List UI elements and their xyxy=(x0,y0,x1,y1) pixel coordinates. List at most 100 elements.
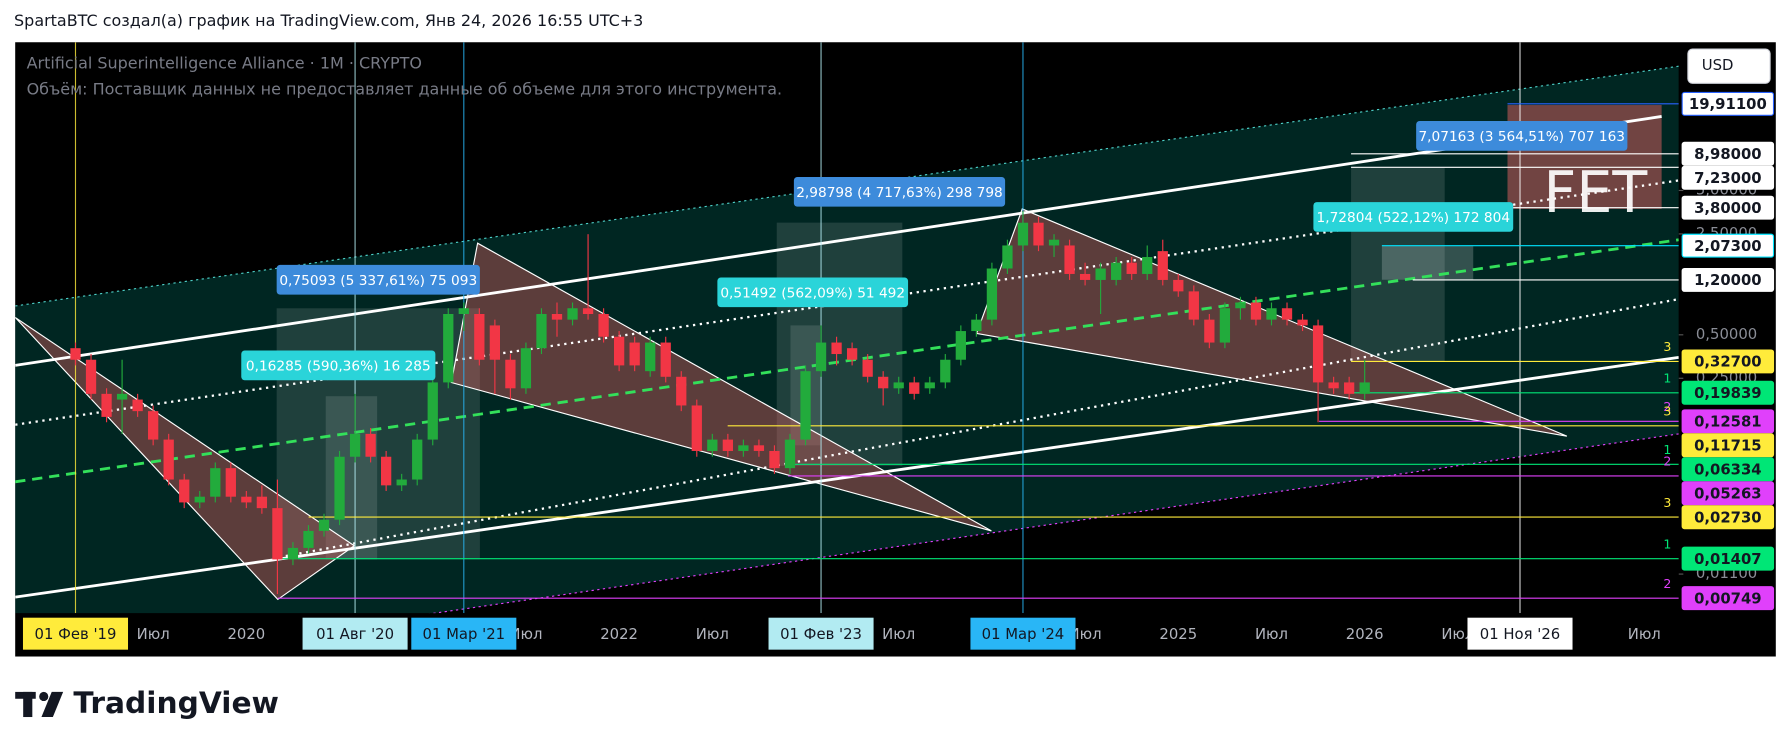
price-label: 1,20000 xyxy=(1694,272,1762,289)
candle-body xyxy=(1250,302,1262,320)
measure-box xyxy=(1381,245,1474,280)
level-tag: 2 xyxy=(1663,576,1671,591)
candle-body xyxy=(815,342,827,372)
candle-body xyxy=(551,313,563,320)
candle-body xyxy=(1235,302,1246,309)
candle-body xyxy=(598,313,609,337)
candle-body xyxy=(1297,319,1308,326)
price-label-box xyxy=(1681,409,1775,434)
candle-body xyxy=(1079,273,1091,280)
candle-body xyxy=(210,468,221,497)
marker-label-box xyxy=(302,617,408,650)
x-tick-label: Июл xyxy=(1441,626,1474,643)
measure-label-box xyxy=(1313,202,1514,232)
candle-body xyxy=(676,376,687,406)
logo-shape xyxy=(39,691,49,702)
level-tag: 2 xyxy=(1663,399,1671,414)
candle-body xyxy=(1266,308,1277,320)
currency-button[interactable] xyxy=(1687,48,1771,84)
price-label-box xyxy=(1681,380,1775,405)
volume-note: Объём: Поставщик данных не предоставляет… xyxy=(27,80,782,99)
candle-body xyxy=(1359,382,1370,394)
candle-body xyxy=(831,342,842,355)
candle-body xyxy=(536,313,547,349)
logo-text: TradingView xyxy=(73,685,279,720)
candle-body xyxy=(365,433,376,457)
candle-body xyxy=(1219,308,1231,343)
trend-line xyxy=(15,238,1679,484)
candle-body xyxy=(629,342,640,366)
candle-body xyxy=(878,376,889,389)
x-tick-label: Июл xyxy=(509,626,542,643)
price-label: 3,80000 xyxy=(1694,200,1762,217)
measure-label-box xyxy=(241,350,436,381)
candle-body xyxy=(971,319,982,332)
measure-label-box xyxy=(793,176,1006,207)
candle-body xyxy=(381,456,392,486)
price-label: 0,12581 xyxy=(1694,413,1762,430)
price-label: 0,19839 xyxy=(1694,385,1762,402)
measure-label-box xyxy=(717,277,909,308)
x-tick-label: 2022 xyxy=(600,626,638,643)
candle-body xyxy=(955,331,966,360)
candle-body xyxy=(846,348,858,360)
candle-body xyxy=(1017,222,1029,246)
level-tag: 2 xyxy=(1663,454,1671,469)
candle-body xyxy=(194,496,205,503)
candle-body xyxy=(1126,262,1137,274)
price-label: 8,98000 xyxy=(1694,146,1762,163)
logo-shape xyxy=(41,691,64,718)
marker-label-box xyxy=(970,617,1076,650)
x-tick-label: Июл xyxy=(137,626,170,643)
symbol-title: Artificial Superintelligence Alliance · … xyxy=(27,53,422,72)
candle-body xyxy=(1312,325,1324,383)
header: SpartaBTC создал(а) график на TradingVie… xyxy=(14,11,643,30)
price-label: 0,01407 xyxy=(1694,551,1762,568)
candle-body xyxy=(1188,291,1199,320)
trend-line xyxy=(15,115,1662,367)
candle-body xyxy=(443,313,454,383)
price-label-box xyxy=(1681,165,1775,190)
price-label-box xyxy=(1681,267,1775,292)
candle-body xyxy=(567,308,578,320)
marker-label: 01 Мар '21 xyxy=(423,626,506,643)
candle-body xyxy=(1173,279,1184,292)
logo-mark xyxy=(15,691,64,718)
candle-body xyxy=(396,479,407,486)
marker-label-box xyxy=(411,617,517,650)
candle-body xyxy=(163,439,174,480)
price-label-box xyxy=(1681,546,1775,571)
price-label-box xyxy=(1681,349,1775,374)
x-tick-label: 2025 xyxy=(1159,626,1197,643)
wedge xyxy=(15,316,356,601)
level-tag: 1 xyxy=(1663,536,1671,551)
level-tag: 3 xyxy=(1663,495,1671,510)
price-label: 0,11715 xyxy=(1694,437,1762,454)
price-label: 0,00749 xyxy=(1694,590,1762,607)
price-label-box xyxy=(1681,481,1775,506)
candle-body xyxy=(85,359,97,394)
candle-body xyxy=(800,371,811,440)
price-label: 0,02730 xyxy=(1694,509,1762,526)
candle-body xyxy=(1204,319,1215,343)
candle-body xyxy=(474,313,485,360)
candle-body xyxy=(349,433,361,457)
currency[interactable]: USD xyxy=(1702,57,1734,74)
candle-body xyxy=(1002,245,1013,269)
candle-body xyxy=(986,268,998,320)
candle-body xyxy=(1328,382,1339,389)
x-tick-label: Июл xyxy=(1628,626,1661,643)
measure-label: 0,75093 (5 337,61%) 75 093 xyxy=(279,273,477,289)
level-tag: 1 xyxy=(1663,371,1671,386)
candle-body xyxy=(179,479,190,503)
price-label: 0,05263 xyxy=(1694,485,1762,502)
candle-body xyxy=(691,405,702,451)
x-tick-label: Июл xyxy=(696,626,729,643)
candle-body xyxy=(1111,262,1122,280)
candle-body xyxy=(489,325,501,360)
candle-body xyxy=(1142,257,1153,274)
measure-box xyxy=(1351,167,1445,362)
candle-body xyxy=(769,450,780,469)
candle-body xyxy=(256,496,268,509)
candle-body xyxy=(1048,239,1060,246)
